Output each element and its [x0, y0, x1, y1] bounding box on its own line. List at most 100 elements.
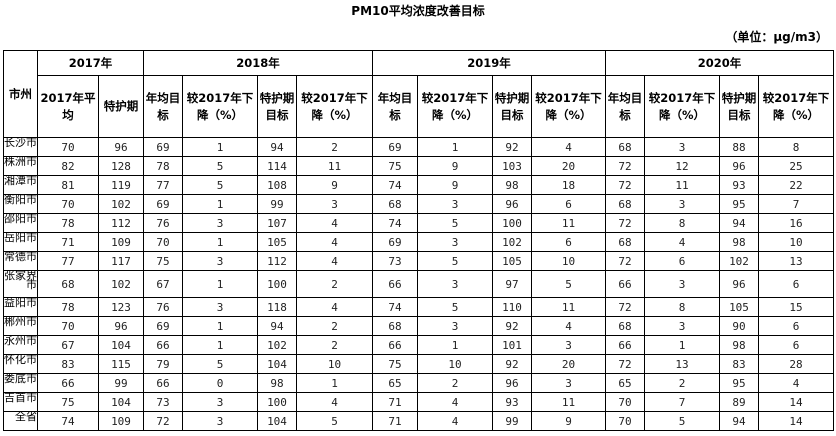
header-2017: 2017年	[37, 50, 144, 76]
table-row: 全省 74 109 72 3 104 5 71 4 99 9 70 5 94 14	[3, 411, 834, 431]
value-cell: 66	[605, 270, 645, 298]
pm10-target-table: 市州 2017年 2018年 2019年 2020年 2017年平均 特护期 年…	[3, 50, 834, 431]
value-cell: 98	[719, 232, 759, 252]
city-name: 怀化市	[4, 355, 37, 366]
city-name: 常德市	[4, 252, 37, 263]
value-cell: 1	[296, 373, 373, 393]
value-cell: 14	[758, 411, 834, 431]
value-cell: 18	[531, 175, 606, 195]
table-row: 邵阳市 78 112 76 3 107 4 74 5 100 11 72 8 94 16	[3, 213, 834, 233]
value-cell: 98	[257, 373, 297, 393]
value-cell: 3	[644, 194, 720, 214]
city-name: 全省	[15, 412, 37, 423]
value-cell: 97	[492, 270, 532, 298]
value-cell: 110	[492, 297, 532, 317]
value-cell: 102	[492, 232, 532, 252]
city-name: 长沙市	[4, 138, 37, 149]
value-cell: 3	[296, 194, 373, 214]
value-cell: 20	[531, 354, 606, 374]
value-cell: 22	[758, 175, 834, 195]
value-cell: 71	[372, 411, 418, 431]
value-cell: 96	[492, 194, 532, 214]
value-cell: 5	[182, 354, 258, 374]
header-decline: 较2017年下降（%）	[417, 75, 493, 138]
value-cell: 3	[417, 232, 493, 252]
value-cell: 77	[37, 251, 99, 271]
value-cell: 99	[492, 411, 532, 431]
value-cell: 74	[372, 213, 418, 233]
value-cell: 68	[605, 316, 645, 336]
value-cell: 3	[417, 270, 493, 298]
value-cell: 68	[605, 194, 645, 214]
value-cell: 69	[372, 232, 418, 252]
value-cell: 99	[257, 194, 297, 214]
value-cell: 5	[417, 213, 493, 233]
value-cell: 117	[98, 251, 144, 271]
value-cell: 1	[182, 316, 258, 336]
table-row: 岳阳市 71 109 70 1 105 4 69 3 102 6 68 4 98 10	[3, 232, 834, 252]
city-cell: 岳阳市	[3, 232, 38, 252]
city-cell: 吉首市	[3, 392, 38, 412]
value-cell: 3	[531, 335, 606, 355]
value-cell: 3	[417, 316, 493, 336]
value-cell: 1	[182, 137, 258, 157]
city-name: 岳阳市	[4, 233, 37, 244]
value-cell: 3	[182, 213, 258, 233]
value-cell: 5	[644, 411, 720, 431]
value-cell: 104	[257, 354, 297, 374]
value-cell: 66	[143, 373, 183, 393]
value-cell: 78	[143, 156, 183, 176]
value-cell: 74	[372, 297, 418, 317]
value-cell: 83	[37, 354, 99, 374]
city-name: 郴州市	[4, 317, 37, 328]
header-2019: 2019年	[372, 50, 606, 76]
value-cell: 20	[531, 156, 606, 176]
city-name: 永州市	[4, 336, 37, 347]
value-cell: 4	[417, 392, 493, 412]
city-name: 株洲市	[4, 157, 37, 168]
value-cell: 71	[37, 232, 99, 252]
value-cell: 15	[758, 297, 834, 317]
city-name: 娄底市	[4, 374, 37, 385]
value-cell: 5	[531, 270, 606, 298]
value-cell: 119	[98, 175, 144, 195]
value-cell: 2	[417, 373, 493, 393]
value-cell: 10	[417, 354, 493, 374]
value-cell: 104	[257, 411, 297, 431]
table-row: 吉首市 75 104 73 3 100 4 71 4 93 11 70 7 89 14	[3, 392, 834, 412]
value-cell: 1	[417, 137, 493, 157]
value-cell: 104	[98, 392, 144, 412]
value-cell: 12	[644, 156, 720, 176]
value-cell: 1	[182, 270, 258, 298]
value-cell: 72	[605, 297, 645, 317]
value-cell: 9	[531, 411, 606, 431]
value-cell: 3	[417, 194, 493, 214]
value-cell: 28	[758, 354, 834, 374]
value-cell: 65	[605, 373, 645, 393]
city-cell: 郴州市	[3, 316, 38, 336]
value-cell: 92	[492, 316, 532, 336]
value-cell: 0	[182, 373, 258, 393]
value-cell: 13	[758, 251, 834, 271]
value-cell: 105	[719, 297, 759, 317]
value-cell: 82	[37, 156, 99, 176]
value-cell: 72	[605, 156, 645, 176]
value-cell: 70	[37, 137, 99, 157]
value-cell: 68	[37, 270, 99, 298]
value-cell: 114	[257, 156, 297, 176]
value-cell: 95	[719, 194, 759, 214]
value-cell: 9	[417, 156, 493, 176]
value-cell: 94	[719, 213, 759, 233]
table-row: 永州市 67 104 66 1 102 2 66 1 101 3 66 1 98 6	[3, 335, 834, 355]
value-cell: 74	[372, 175, 418, 195]
value-cell: 66	[372, 335, 418, 355]
value-cell: 6	[644, 251, 720, 271]
header-special-target: 特护期目标	[719, 75, 759, 138]
city-name: 张家界市	[4, 271, 37, 291]
value-cell: 72	[605, 213, 645, 233]
value-cell: 72	[605, 175, 645, 195]
city-cell: 湘潭市	[3, 175, 38, 195]
city-cell: 邵阳市	[3, 213, 38, 233]
value-cell: 3	[644, 270, 720, 298]
value-cell: 108	[257, 175, 297, 195]
